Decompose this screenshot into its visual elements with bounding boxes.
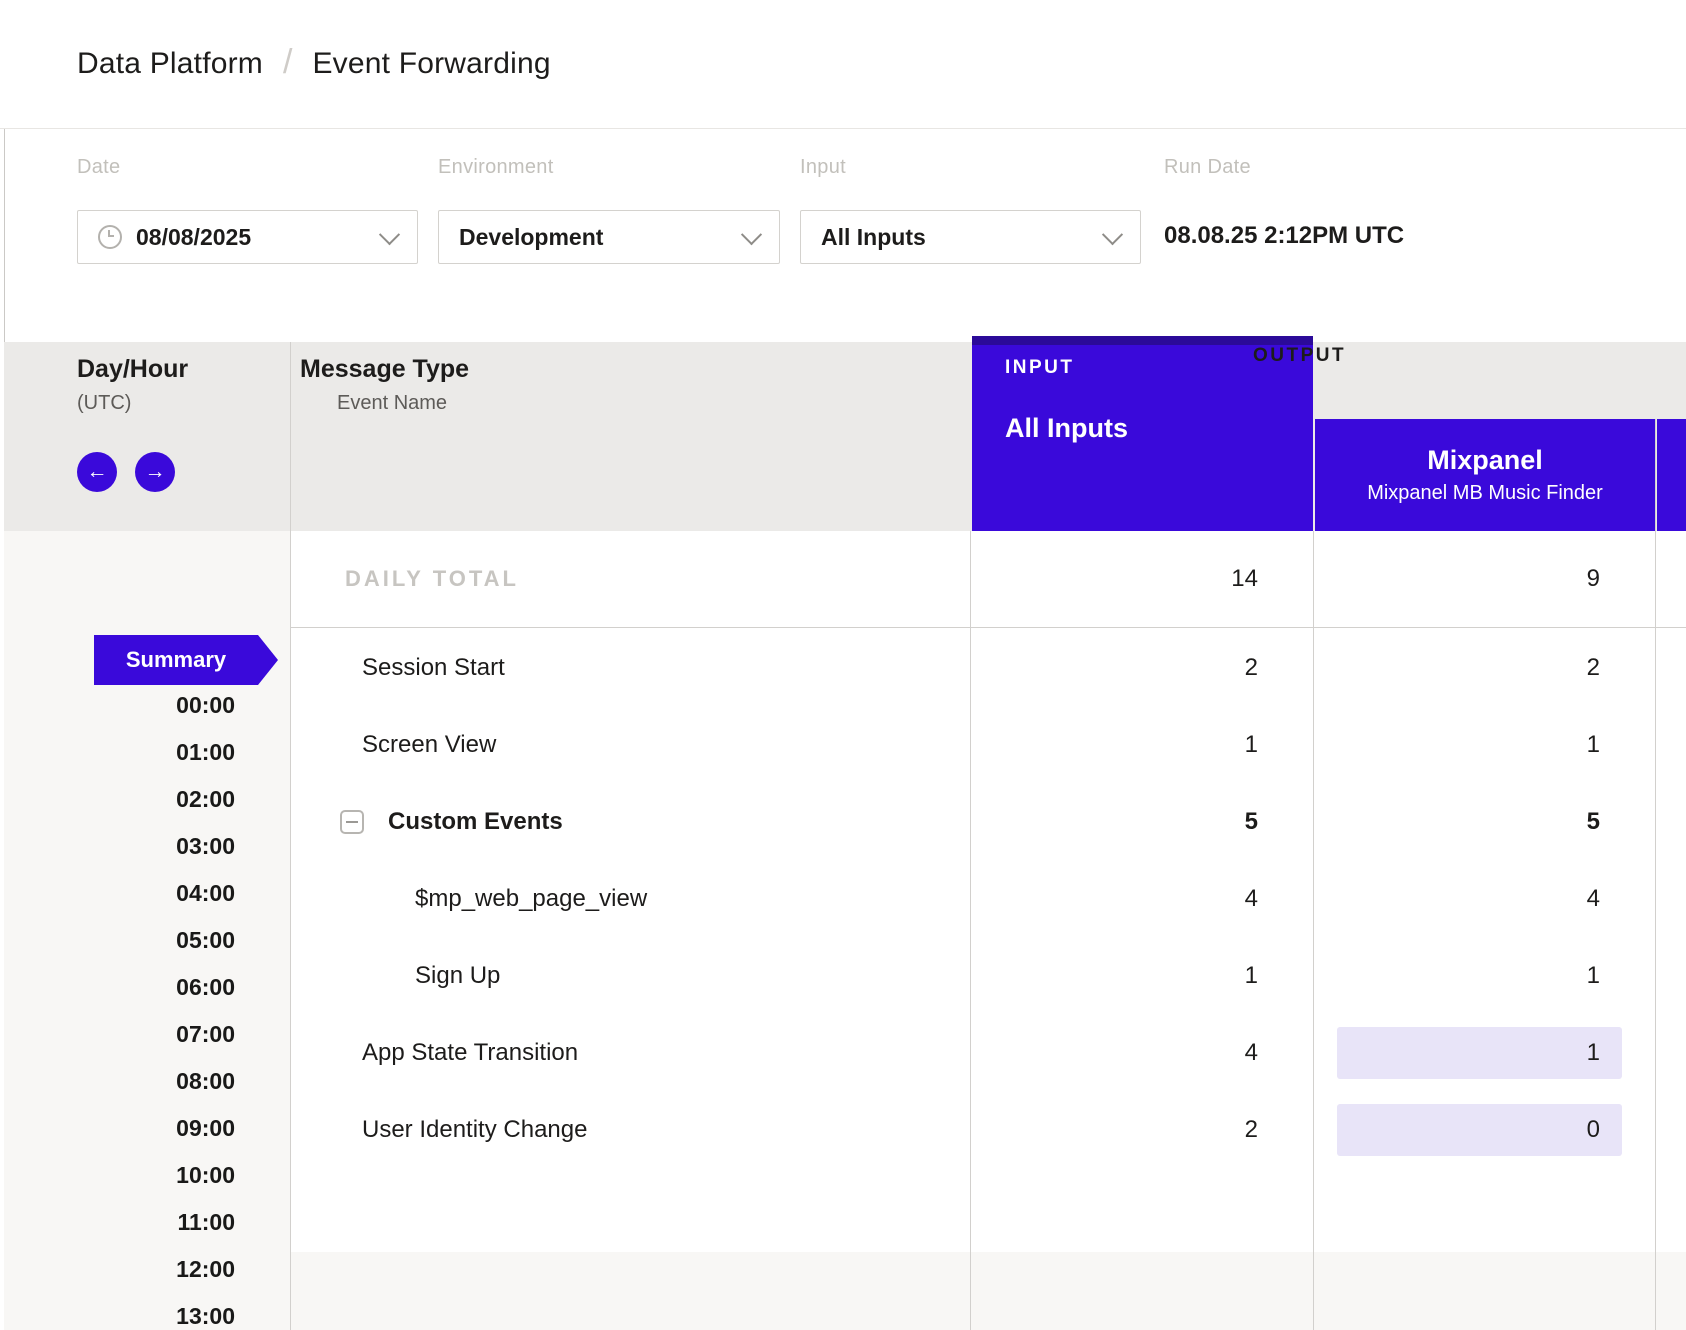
top-bar: Data Platform / Event Forwarding [0, 0, 1686, 129]
output-subtitle: Mixpanel MB Music Finder [1367, 482, 1603, 504]
run-date-value: 08.08.25 2:12PM UTC [1164, 222, 1405, 249]
table-footer-band [290, 1252, 1686, 1330]
column-divider [1313, 531, 1314, 1330]
hour-row-label[interactable]: 11:00 [177, 1209, 235, 1235]
hour-row-label[interactable]: 13:00 [176, 1303, 235, 1329]
hour-row-label[interactable]: 01:00 [176, 739, 235, 765]
table-row: Session Start 2 2 [290, 629, 1686, 706]
row-label: Sign Up [415, 961, 501, 989]
hours-list: 00:00 01:00 02:00 03:00 04:00 05:00 06:00 07:00… [4, 682, 290, 1330]
clock-icon [98, 225, 122, 249]
input-count: 4 [1244, 1038, 1258, 1066]
hour-row-label[interactable]: 09:00 [176, 1115, 235, 1141]
output-count: 1 [1586, 961, 1600, 989]
input-count: 2 [1244, 653, 1258, 681]
output-count: 4 [1586, 884, 1600, 912]
chevron-down-icon [740, 223, 763, 245]
input-column-value: All Inputs [1005, 413, 1128, 443]
environment-dropdown[interactable]: Development [438, 210, 780, 264]
output-discrepancy-highlight [1337, 1103, 1622, 1156]
date-dropdown-value: 08/08/2025 [136, 223, 252, 250]
output-count: 5 [1586, 807, 1600, 835]
previous-day-button[interactable]: ← [77, 452, 117, 492]
output-discrepancy-highlight [1337, 1026, 1622, 1079]
input-column-label: INPUT [1005, 357, 1075, 378]
hour-row-label[interactable]: 04:00 [176, 880, 235, 906]
input-count: 1 [1244, 961, 1258, 989]
row-divider [290, 627, 1686, 628]
row-label: App State Transition [362, 1038, 579, 1066]
collapse-minus-icon[interactable] [340, 809, 364, 834]
hour-row-label[interactable]: 07:00 [176, 1021, 235, 1047]
column-divider [1655, 419, 1656, 1330]
input-count: 1 [1244, 730, 1258, 758]
hour-row-label[interactable]: 12:00 [176, 1256, 235, 1282]
output-count: 1 [1586, 730, 1600, 758]
hour-row-label[interactable]: 08:00 [176, 1068, 235, 1094]
input-column-header: INPUT All Inputs [972, 336, 1313, 531]
row-label: User Identity Change [362, 1115, 588, 1143]
date-filter-label: Date [77, 156, 121, 178]
daily-total-input-value: 14 [1231, 565, 1258, 592]
minus-glyph [346, 820, 358, 823]
hour-row-label[interactable]: 02:00 [176, 786, 235, 812]
input-filter-label: Input [800, 156, 846, 178]
input-dropdown-value: All Inputs [821, 223, 926, 250]
table-row: Sign Up 1 1 [290, 937, 1686, 1014]
summary-badge[interactable]: Summary [94, 635, 278, 685]
row-label: Custom Events [388, 807, 563, 835]
input-dropdown[interactable]: All Inputs [800, 210, 1141, 264]
table-row: $mp_web_page_view 4 4 [290, 860, 1686, 937]
day-hour-subtitle: (UTC) [77, 392, 132, 414]
breadcrumb-section[interactable]: Data Platform [77, 47, 263, 80]
date-dropdown[interactable]: 08/08/2025 [77, 210, 418, 264]
output-column-partial [1657, 419, 1686, 531]
column-divider [970, 531, 971, 1330]
hour-row-label[interactable]: 00:00 [176, 692, 235, 718]
next-day-button[interactable]: → [135, 452, 175, 492]
daily-total-row: DAILY TOTAL 14 9 [290, 531, 1686, 627]
right-arrow-icon: → [144, 460, 166, 483]
table-row: User Identity Change 2 0 [290, 1091, 1686, 1168]
day-hour-header: Day/Hour [77, 355, 189, 383]
chevron-down-icon [378, 223, 401, 245]
hour-row-label[interactable]: 10:00 [176, 1162, 235, 1188]
breadcrumb-separator: / [283, 42, 293, 81]
event-name-subtitle: Event Name [337, 392, 448, 414]
breadcrumb: Data Platform / Event Forwarding [77, 0, 551, 128]
environment-filter-label: Environment [438, 156, 554, 178]
output-count: 0 [1586, 1115, 1600, 1143]
environment-dropdown-value: Development [459, 223, 604, 250]
row-label: $mp_web_page_view [415, 884, 648, 912]
output-count: 2 [1586, 653, 1600, 681]
run-date-label: Run Date [1164, 156, 1251, 178]
daily-total-output-value: 9 [1586, 565, 1600, 592]
table-row: App State Transition 4 1 [290, 1014, 1686, 1091]
output-count: 1 [1586, 1038, 1600, 1066]
hour-row-label[interactable]: 03:00 [176, 833, 235, 859]
daily-total-label: DAILY TOTAL [345, 566, 519, 591]
chevron-down-icon [1101, 223, 1124, 245]
hour-row-label[interactable]: 05:00 [176, 927, 235, 953]
output-column-label: OUTPUT [1253, 345, 1347, 366]
table-body: Session Start 2 2 Screen View 1 1 Custom Event… [290, 629, 1686, 1252]
input-count: 5 [1244, 807, 1258, 835]
input-count: 2 [1244, 1115, 1258, 1143]
row-label: Screen View [362, 730, 497, 758]
output-name: Mixpanel [1427, 445, 1543, 475]
row-label: Session Start [362, 653, 505, 681]
column-divider [290, 342, 291, 1330]
table-row: Screen View 1 1 [290, 706, 1686, 783]
input-count: 4 [1244, 884, 1258, 912]
hour-row-label[interactable]: 06:00 [176, 974, 235, 1000]
left-arrow-icon: ← [86, 460, 108, 483]
page-title: Event Forwarding [312, 47, 551, 80]
message-type-header: Message Type [300, 355, 470, 383]
output-column-header[interactable]: Mixpanel Mixpanel MB Music Finder [1315, 419, 1655, 531]
table-row: Custom Events 5 5 [290, 783, 1686, 860]
